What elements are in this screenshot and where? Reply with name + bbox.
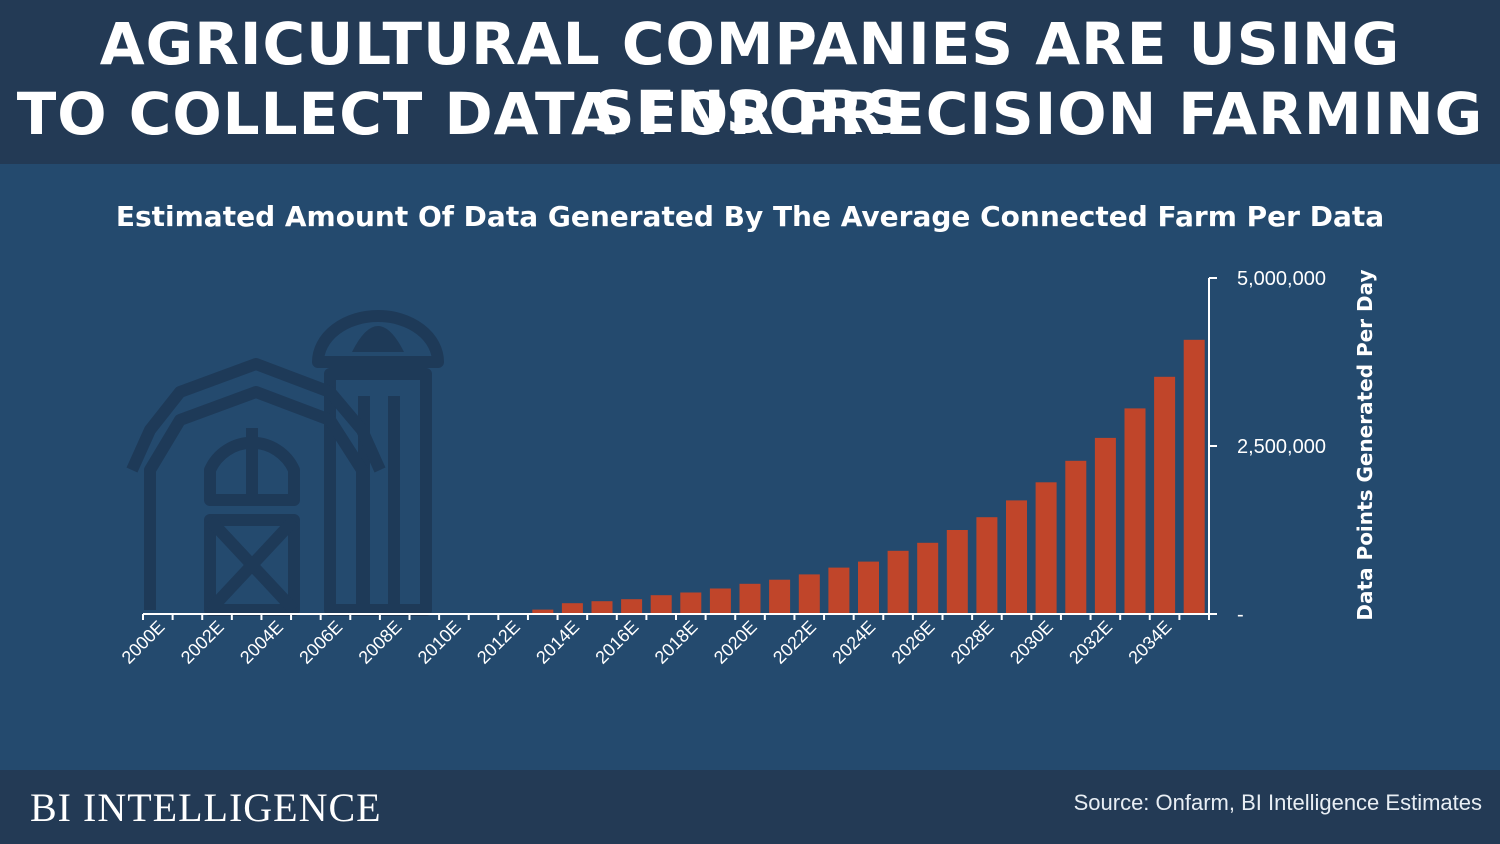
x-axis-labels: 2000E 2002E 2004E 2006E 2008E 2010E 2012E 2014E… (118, 617, 1176, 668)
bar-2018E (680, 592, 702, 614)
bar-2015E (591, 601, 613, 614)
x-tick-label: 2018E (651, 617, 702, 668)
x-tick-label: 2030E (1006, 617, 1057, 668)
bar-2017E (650, 595, 672, 614)
x-tick-label: 2002E (177, 617, 228, 668)
x-tick-label: 2000E (118, 617, 169, 668)
x-tick-label: 2014E (532, 617, 583, 668)
headline-line-2: TO COLLECT DATA FOR PRECISION FARMING (16, 80, 1484, 148)
bar-2035E (1183, 339, 1205, 614)
y-axis-labels: - 2,500,000 5,000,000 (1237, 268, 1326, 626)
headline-line-1: AGRICULTURAL COMPANIES ARE USING SENSORS (99, 10, 1401, 146)
x-tick-label: 2028E (947, 617, 998, 668)
x-tick-label: 2008E (355, 617, 406, 668)
bar-2021E (769, 579, 791, 614)
footer-bar: BI INTELLIGENCE Source: Onfarm, BI Intel… (0, 770, 1500, 844)
bar-2031E (1065, 460, 1087, 614)
y-tick-label: - (1237, 604, 1244, 626)
bar-2022E (798, 574, 820, 614)
bar-2028E (976, 517, 998, 614)
y-tick-label: 5,000,000 (1237, 268, 1326, 290)
brand-logo: BI INTELLIGENCE (30, 785, 382, 830)
x-tick-label: 2020E (710, 617, 761, 668)
bar-series (532, 339, 1205, 614)
bar-chart: 2000E 2002E 2004E 2006E 2008E 2010E 2012E 2014E… (118, 268, 1377, 668)
chart-title: Estimated Amount Of Data Generated By Th… (115, 200, 1385, 233)
x-tick-label: 2032E (1065, 617, 1116, 668)
y-axis-title: Data Points Generated Per Day (1353, 269, 1377, 620)
x-tick-label: 2010E (414, 617, 465, 668)
bar-2027E (946, 530, 968, 614)
x-tick-label: 2016E (591, 617, 642, 668)
x-tick-label: 2024E (828, 617, 879, 668)
bar-2030E (1035, 482, 1057, 614)
x-tick-label: 2034E (1124, 617, 1175, 668)
x-tick-label: 2026E (888, 617, 939, 668)
x-tick-label: 2004E (236, 617, 287, 668)
chart-axes (142, 277, 1217, 620)
bar-2032E (1094, 437, 1116, 614)
x-tick-label: 2022E (769, 617, 820, 668)
bar-2019E (709, 588, 731, 614)
bar-2020E (739, 583, 761, 614)
x-tick-label: 2006E (295, 617, 346, 668)
y-tick-label: 2,500,000 (1237, 436, 1326, 458)
bar-2025E (887, 550, 909, 614)
source-note: Source: Onfarm, BI Intelligence Estimate… (1073, 790, 1482, 815)
bar-2029E (1006, 500, 1027, 614)
bar-2023E (828, 567, 850, 614)
bar-2013E (532, 609, 554, 614)
bar-2024E (858, 561, 879, 614)
bar-2026E (917, 542, 939, 614)
header-banner: AGRICULTURAL COMPANIES ARE USING SENSORS… (0, 0, 1500, 164)
barn-silo-icon (126, 310, 444, 616)
bar-2014E (561, 603, 583, 614)
bar-2034E (1154, 376, 1176, 614)
bar-2016E (621, 599, 643, 614)
bar-2033E (1124, 408, 1146, 614)
x-tick-label: 2012E (473, 617, 524, 668)
